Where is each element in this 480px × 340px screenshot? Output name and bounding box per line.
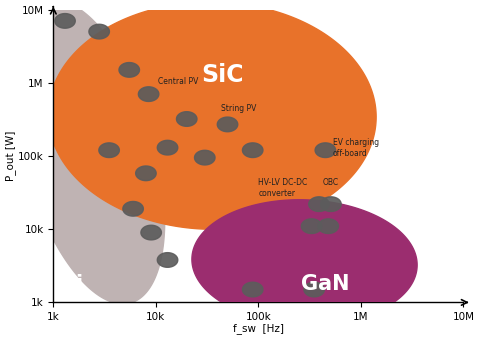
Polygon shape [141,225,161,240]
Text: HV-LV DC-DC
converter: HV-LV DC-DC converter [258,178,308,198]
Text: String PV: String PV [221,104,256,113]
Polygon shape [157,253,178,267]
Polygon shape [99,143,120,157]
Polygon shape [318,219,338,234]
Text: EV charging
off-board: EV charging off-board [333,138,379,158]
Polygon shape [48,2,376,229]
Polygon shape [123,202,144,216]
Polygon shape [136,166,156,181]
Polygon shape [177,112,197,126]
Polygon shape [13,1,165,304]
Polygon shape [321,197,341,211]
Polygon shape [315,143,336,157]
Text: OBC: OBC [322,178,338,187]
Polygon shape [55,14,75,28]
Y-axis label: P_out [W]: P_out [W] [6,131,16,181]
Polygon shape [242,282,263,297]
Polygon shape [309,197,329,211]
Polygon shape [157,140,178,155]
X-axis label: f_sw  [Hz]: f_sw [Hz] [233,324,284,335]
Text: SiC: SiC [201,64,244,87]
Polygon shape [217,117,238,132]
Text: Central PV: Central PV [158,77,198,86]
Text: GaN: GaN [301,274,349,294]
Polygon shape [194,150,215,165]
Polygon shape [242,143,263,157]
Text: Si: Si [61,274,84,294]
Polygon shape [138,87,159,101]
Polygon shape [119,63,140,77]
Polygon shape [192,200,417,325]
Polygon shape [304,282,324,297]
Polygon shape [89,24,109,39]
Polygon shape [301,219,322,234]
